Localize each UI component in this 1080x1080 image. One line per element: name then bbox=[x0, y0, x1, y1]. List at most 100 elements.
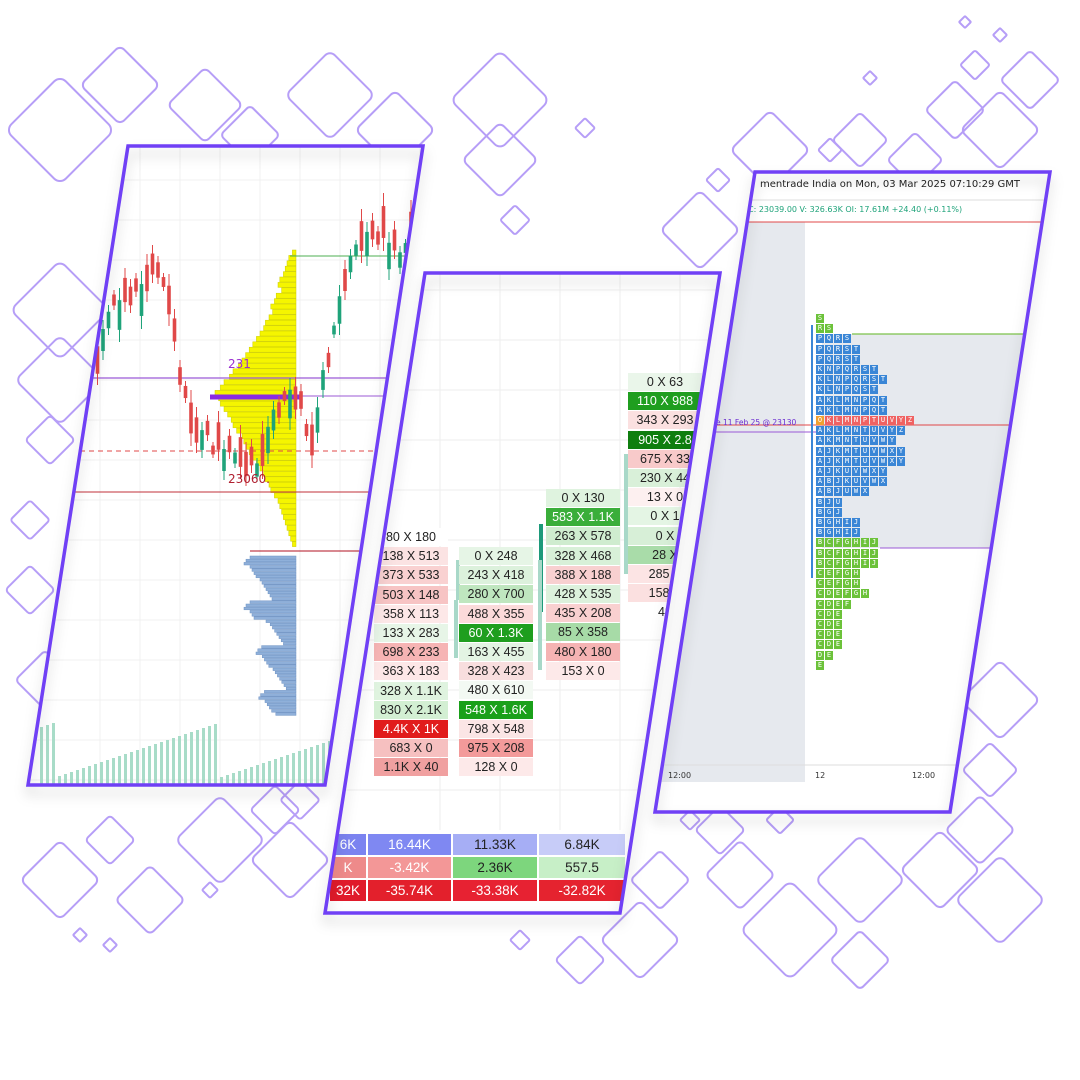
volume-profile-bar-upper bbox=[292, 249, 297, 256]
volume-bar bbox=[106, 760, 109, 785]
volume-profile-bar-lower bbox=[269, 594, 297, 598]
candle-body bbox=[271, 409, 276, 431]
volume-profile-bar-lower bbox=[258, 696, 297, 700]
candle-body bbox=[392, 229, 397, 251]
volume-profile-bar-upper bbox=[279, 276, 297, 283]
footprint-cell: 85 X 358 bbox=[546, 623, 620, 642]
volume-bar bbox=[58, 776, 61, 785]
candle-body bbox=[381, 206, 386, 238]
tpo-letter: E bbox=[825, 650, 833, 660]
volume-profile-bar-lower bbox=[243, 562, 297, 566]
tpo-row: E bbox=[816, 660, 825, 670]
footprint-cell: 1.1K X 40 bbox=[374, 758, 448, 777]
volume-bar bbox=[196, 730, 199, 785]
footprint-summary-cell: 557.5 bbox=[539, 857, 625, 878]
tpo-letter: J bbox=[825, 446, 833, 456]
tpo-letter: J bbox=[825, 467, 833, 476]
tpo-letter: V bbox=[861, 477, 869, 487]
tpo-letter: P bbox=[816, 334, 824, 344]
tpo-letter: A bbox=[816, 395, 824, 405]
tpo-letter: N bbox=[852, 395, 860, 405]
footprint-summary-cell: -3.42K bbox=[368, 857, 451, 878]
footprint-cell: 243 X 418 bbox=[459, 566, 533, 585]
volume-profile-bar-lower bbox=[276, 632, 297, 636]
candle-body bbox=[249, 446, 254, 466]
tpo-header: mentrade India on Mon, 03 Mar 2025 07:10… bbox=[760, 179, 1021, 190]
tpo-letter: V bbox=[870, 446, 878, 456]
volume-bar bbox=[280, 757, 283, 785]
candle-body bbox=[277, 402, 281, 418]
volume-profile-bar-lower bbox=[260, 693, 297, 697]
volume-profile-bar-lower bbox=[263, 584, 297, 588]
tpo-letter: Y bbox=[888, 426, 896, 436]
diamond-shape bbox=[452, 52, 548, 148]
tpo-letter: U bbox=[861, 456, 869, 466]
candle-body bbox=[315, 407, 320, 433]
tpo-letter: G bbox=[825, 507, 833, 517]
tpo-letter: A bbox=[816, 487, 824, 497]
tpo-letter: I bbox=[861, 538, 869, 548]
footprint-cell: 683 X 0 bbox=[374, 739, 448, 758]
tpo-letter: B bbox=[816, 507, 824, 517]
tpo-letter: E bbox=[834, 599, 842, 609]
diamond-shape bbox=[201, 881, 219, 899]
volume-bar bbox=[250, 767, 253, 785]
footprint-cell: 975 X 208 bbox=[459, 739, 533, 757]
tpo-letter: R bbox=[861, 375, 869, 385]
diamond-shape bbox=[21, 841, 99, 919]
tpo-ohlc-line: C: 23039.00 V: 326.63K OI: 17.61M +24.40… bbox=[748, 205, 963, 214]
candle-body bbox=[348, 255, 353, 273]
footprint-cell: 60 X 1.3K bbox=[459, 623, 533, 642]
volume-profile-bar-lower bbox=[249, 565, 297, 569]
footprint-cell: 583 X 1.1K bbox=[546, 508, 620, 527]
tpo-letter: B bbox=[816, 497, 824, 507]
tpo-letter: L bbox=[834, 426, 842, 436]
tpo-letter: G bbox=[843, 569, 851, 578]
diamond-shape bbox=[862, 70, 878, 86]
tpo-letter: E bbox=[834, 620, 842, 629]
volume-profile-bar-lower bbox=[265, 619, 297, 623]
tpo-letter: P bbox=[861, 416, 869, 425]
tpo-letter: L bbox=[834, 405, 842, 415]
tpo-letter: R bbox=[852, 365, 860, 374]
tpo-letter: W bbox=[861, 467, 869, 476]
diamond-shape bbox=[168, 68, 242, 142]
tpo-letter: E bbox=[834, 630, 842, 640]
volume-profile-bar-upper bbox=[286, 525, 297, 531]
tpo-letter: W bbox=[870, 477, 878, 487]
tpo-letter: J bbox=[870, 538, 878, 548]
volume-profile-bar-lower bbox=[245, 603, 297, 607]
volume-profile-bar-upper bbox=[270, 303, 297, 310]
candle-body bbox=[101, 329, 105, 351]
candle-body bbox=[227, 435, 232, 453]
tpo-letter: N bbox=[825, 365, 833, 374]
tpo-letter: L bbox=[825, 375, 833, 385]
tpo-letter: K bbox=[825, 416, 833, 425]
volume-profile-bar-upper bbox=[263, 325, 297, 331]
footprint-summary-cell: 6.84K bbox=[539, 834, 625, 855]
tpo-letter: R bbox=[834, 354, 842, 364]
volume-profile-bar-upper bbox=[259, 465, 297, 472]
poc-date-label: e 11 Feb 25 @ 23130 bbox=[716, 418, 797, 427]
diamond-shape bbox=[695, 805, 745, 855]
tpo-letter: K bbox=[834, 467, 842, 476]
footprint-summary-cell: 11.33K bbox=[453, 834, 537, 855]
price-bar bbox=[538, 560, 542, 670]
tpo-letter: N bbox=[852, 416, 860, 425]
volume-profile-bar-lower bbox=[264, 690, 297, 694]
tpo-letter: S bbox=[843, 344, 851, 354]
volume-profile-bar-lower bbox=[264, 699, 297, 703]
diamond-shape bbox=[958, 15, 972, 29]
tpo-letter: G bbox=[843, 538, 851, 548]
volume-profile-bar-lower bbox=[249, 600, 297, 604]
tpo-letter: Y bbox=[888, 436, 896, 446]
candle-body bbox=[106, 311, 111, 329]
candle-body bbox=[183, 385, 188, 399]
